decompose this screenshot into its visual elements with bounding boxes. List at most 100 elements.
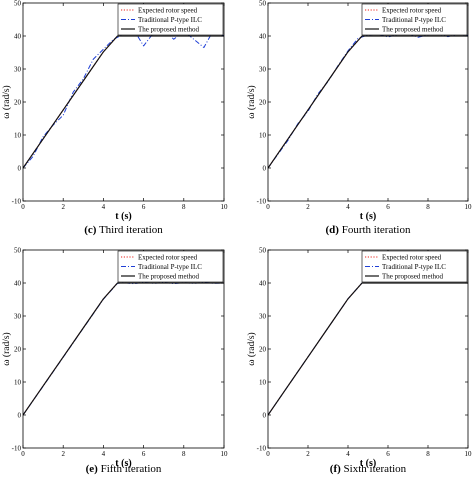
series-line-dotted bbox=[268, 282, 468, 416]
legend-entry: The proposed method bbox=[382, 273, 444, 281]
y-tick-label: 40 bbox=[259, 33, 267, 41]
legend-box bbox=[117, 3, 224, 36]
y-tick-label: -10 bbox=[12, 445, 22, 453]
series-line-dotted bbox=[23, 282, 224, 416]
series-group bbox=[23, 281, 224, 416]
legend-entry: The proposed method bbox=[138, 273, 200, 281]
x-tick-label: 8 bbox=[182, 450, 186, 458]
y-tick-label: 50 bbox=[14, 247, 22, 255]
y-tick-label: -10 bbox=[257, 445, 267, 453]
legend-entry: Traditional P-type ILC bbox=[138, 263, 202, 271]
series-line-dashdot bbox=[23, 281, 224, 416]
y-tick-label: 10 bbox=[259, 132, 267, 140]
legend-entry: Expected rotor speed bbox=[382, 7, 442, 15]
caption-text: Third iteration bbox=[96, 224, 163, 236]
y-tick-label: 30 bbox=[259, 313, 267, 321]
y-tick-label: 40 bbox=[14, 33, 22, 41]
series-group bbox=[23, 28, 224, 169]
series-line-solid bbox=[268, 35, 468, 169]
panel-caption: (e) Fifth iteration bbox=[86, 463, 162, 475]
x-axis-label: t (s) bbox=[360, 458, 376, 469]
y-tick-label: 10 bbox=[14, 379, 22, 387]
series-line-dashdot bbox=[268, 32, 468, 169]
y-tick-label: 50 bbox=[259, 247, 267, 255]
x-axis-label: t (s) bbox=[360, 211, 376, 222]
y-tick-label: 30 bbox=[259, 66, 267, 74]
x-tick-label: 4 bbox=[346, 450, 350, 458]
x-axis-label: t (s) bbox=[115, 211, 131, 222]
x-tick-label: 4 bbox=[102, 450, 106, 458]
y-tick-label: -10 bbox=[12, 198, 22, 206]
series-line-solid bbox=[23, 282, 224, 416]
series-group bbox=[268, 32, 468, 169]
x-tick-label: 6 bbox=[386, 203, 390, 211]
panel-caption: (c) Third iteration bbox=[84, 224, 163, 236]
legend-entry: The proposed method bbox=[382, 26, 444, 34]
y-axis-label: ω (rad/s) bbox=[1, 85, 12, 118]
legend-box bbox=[361, 3, 468, 36]
x-tick-label: 0 bbox=[21, 450, 25, 458]
x-tick-label: 10 bbox=[221, 203, 229, 211]
series-line-dashdot bbox=[23, 28, 224, 169]
x-tick-label: 10 bbox=[465, 203, 473, 211]
y-tick-label: 0 bbox=[263, 412, 267, 420]
y-tick-label: 40 bbox=[14, 280, 22, 288]
y-tick-label: 30 bbox=[14, 66, 22, 74]
legend-box bbox=[117, 250, 224, 283]
y-tick-label: 0 bbox=[18, 412, 22, 420]
x-tick-label: 0 bbox=[266, 450, 270, 458]
y-tick-label: -10 bbox=[257, 198, 267, 206]
y-tick-label: 10 bbox=[259, 379, 267, 387]
caption-text: Fifth iteration bbox=[98, 463, 162, 475]
y-tick-label: 40 bbox=[259, 280, 267, 288]
x-axis-label: t (s) bbox=[115, 458, 131, 469]
series-line-solid bbox=[23, 35, 224, 169]
caption-letter: (e) bbox=[86, 463, 99, 475]
y-tick-label: 50 bbox=[14, 0, 22, 8]
x-tick-label: 2 bbox=[61, 450, 65, 458]
series-line-solid bbox=[268, 282, 468, 416]
y-axis-label: ω (rad/s) bbox=[246, 85, 257, 118]
x-tick-label: 2 bbox=[306, 203, 310, 211]
y-tick-label: 0 bbox=[263, 165, 267, 173]
x-tick-label: 6 bbox=[142, 450, 146, 458]
x-tick-label: 0 bbox=[266, 203, 270, 211]
x-tick-label: 8 bbox=[426, 450, 430, 458]
caption-text: Fourth iteration bbox=[339, 224, 411, 236]
series-line-dotted bbox=[23, 35, 224, 169]
series-group bbox=[268, 282, 468, 416]
panel-caption: (f) Sixth iteration bbox=[330, 463, 407, 475]
x-tick-label: 4 bbox=[346, 203, 350, 211]
legend-box bbox=[361, 250, 468, 283]
x-tick-label: 8 bbox=[182, 203, 186, 211]
y-tick-label: 0 bbox=[18, 165, 22, 173]
y-tick-label: 30 bbox=[14, 313, 22, 321]
y-tick-label: 20 bbox=[14, 99, 22, 107]
series-line-dotted bbox=[268, 35, 468, 169]
x-tick-label: 6 bbox=[386, 450, 390, 458]
x-tick-label: 10 bbox=[221, 450, 229, 458]
legend-entry: Expected rotor speed bbox=[138, 7, 198, 15]
x-tick-label: 2 bbox=[306, 450, 310, 458]
legend-entry: Expected rotor speed bbox=[382, 254, 442, 262]
legend-entry: Traditional P-type ILC bbox=[382, 16, 446, 24]
x-tick-label: 2 bbox=[61, 203, 65, 211]
y-tick-label: 20 bbox=[259, 346, 267, 354]
legend-entry: Traditional P-type ILC bbox=[382, 263, 446, 271]
x-tick-label: 6 bbox=[142, 203, 146, 211]
x-tick-label: 0 bbox=[21, 203, 25, 211]
y-tick-label: 20 bbox=[14, 346, 22, 354]
panel-caption: (d) Fourth iteration bbox=[326, 224, 411, 236]
y-tick-label: 50 bbox=[259, 0, 267, 8]
legend-entry: Traditional P-type ILC bbox=[138, 16, 202, 24]
legend-entry: Expected rotor speed bbox=[138, 254, 198, 262]
y-axis-label: ω (rad/s) bbox=[1, 332, 12, 365]
